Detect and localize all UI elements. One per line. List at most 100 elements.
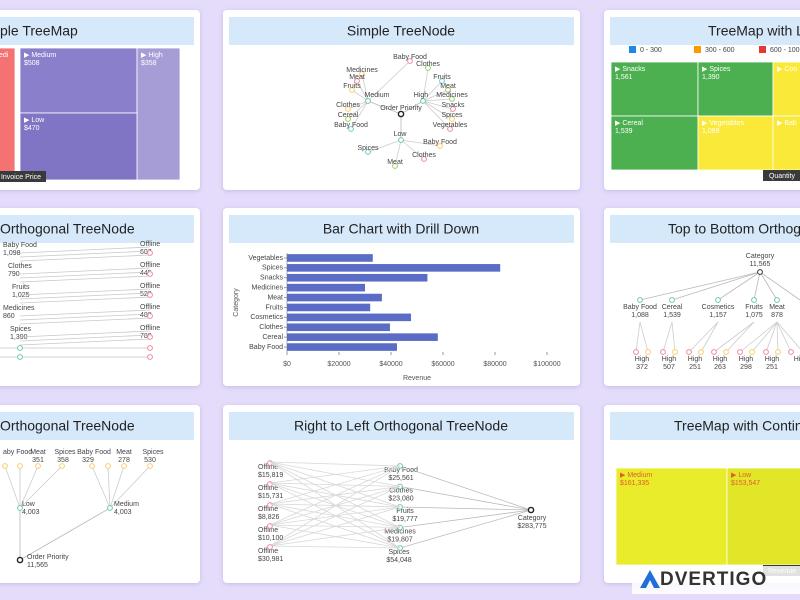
label: 528 (140, 291, 152, 298)
treemap-tile (697, 61, 774, 117)
label: $19,807 (387, 536, 412, 543)
label: Spices (142, 449, 164, 456)
node (267, 502, 273, 508)
tile-label: ▶ High (141, 52, 163, 59)
y-tick-label: Medicines (251, 284, 283, 291)
label: Clothes (8, 263, 32, 270)
tile-value: 1,539 (615, 128, 633, 135)
node (107, 505, 113, 511)
label: High (739, 356, 754, 363)
node (2, 463, 8, 469)
node (147, 354, 153, 360)
node (645, 349, 651, 355)
connector (422, 89, 449, 102)
treemap-tile (136, 47, 181, 181)
treemap-tile (19, 112, 138, 181)
card (604, 208, 800, 386)
node (715, 297, 721, 303)
x-axis-label: Revenue (403, 375, 431, 382)
node (365, 149, 371, 155)
label: $30,981 (258, 556, 283, 563)
connector (269, 503, 401, 549)
bar (287, 323, 390, 332)
watermark-bg (632, 566, 800, 594)
badge-text: Quantity (769, 173, 796, 180)
card-title: Simple TreeNode (347, 23, 455, 39)
legend-swatch (629, 46, 636, 53)
label: Spices (10, 326, 32, 333)
card (223, 208, 580, 386)
label: 358 (57, 457, 69, 464)
label: 11,565 (750, 261, 771, 268)
treemap-tile (610, 61, 699, 117)
label: Clothes (336, 102, 360, 109)
x-tick-label: $0 (283, 361, 291, 368)
x-tick-label: $100000 (533, 361, 560, 368)
tile-value: 1,089 (702, 128, 720, 135)
bar (287, 313, 412, 322)
label: Offline (140, 304, 160, 311)
label: 860 (3, 313, 15, 320)
label: 530 (144, 457, 156, 464)
connector (19, 250, 151, 258)
connector (776, 321, 779, 353)
connector (19, 330, 151, 338)
node (17, 354, 23, 360)
connector (91, 465, 111, 509)
y-tick-label: Cosmetics (250, 314, 283, 321)
label: 11,565 (27, 562, 48, 569)
label: Baby Food (334, 122, 368, 129)
node (425, 65, 431, 71)
node (669, 297, 675, 303)
label: Snacks (442, 102, 465, 109)
connector (400, 139, 425, 160)
badge-text: Invoice Price (1, 174, 41, 181)
connector (269, 461, 401, 508)
card (223, 10, 580, 190)
node (672, 349, 678, 355)
connector (19, 465, 63, 509)
root-node (16, 556, 24, 564)
x-tick-label: $40000 (379, 361, 402, 368)
treemap-tile (772, 61, 800, 117)
label: Baby Food (423, 139, 457, 146)
legend-label: 300 - 600 (705, 47, 735, 54)
connector (19, 338, 151, 346)
connector (639, 321, 649, 353)
label: Offline (258, 464, 278, 471)
tile-value: $153,547 (731, 480, 760, 487)
label: Offline (258, 506, 278, 513)
label: Clothes (412, 152, 436, 159)
label: Offline (258, 485, 278, 492)
label: Vegetables (433, 122, 468, 129)
tile-value: 1,561 (615, 74, 633, 81)
label: Low (22, 501, 36, 508)
connector (367, 60, 411, 102)
node (147, 345, 153, 351)
label: Order Priority (380, 105, 422, 112)
label: Clothes (389, 487, 413, 494)
connector (347, 100, 369, 120)
label: Order Priority (27, 554, 69, 561)
legend-label: 0 - 300 (640, 47, 662, 54)
connector (759, 271, 778, 301)
connector (19, 288, 151, 296)
tile-value: $358 (141, 60, 157, 67)
label: Cereal (662, 304, 683, 311)
root-node (397, 110, 405, 118)
node (147, 250, 153, 256)
bar (287, 333, 438, 341)
label: $23,080 (388, 495, 413, 502)
label: 1,098 (3, 250, 21, 257)
bar (287, 254, 373, 262)
tile-value: 1,390 (702, 74, 720, 81)
legend-swatch (759, 46, 766, 53)
connector (422, 98, 453, 102)
connector (400, 139, 441, 147)
label: 251 (766, 364, 778, 371)
card-header (229, 412, 574, 440)
label: Baby Food (384, 467, 418, 474)
connector (367, 139, 402, 153)
label: Fruits (396, 508, 414, 515)
bar (287, 273, 428, 282)
